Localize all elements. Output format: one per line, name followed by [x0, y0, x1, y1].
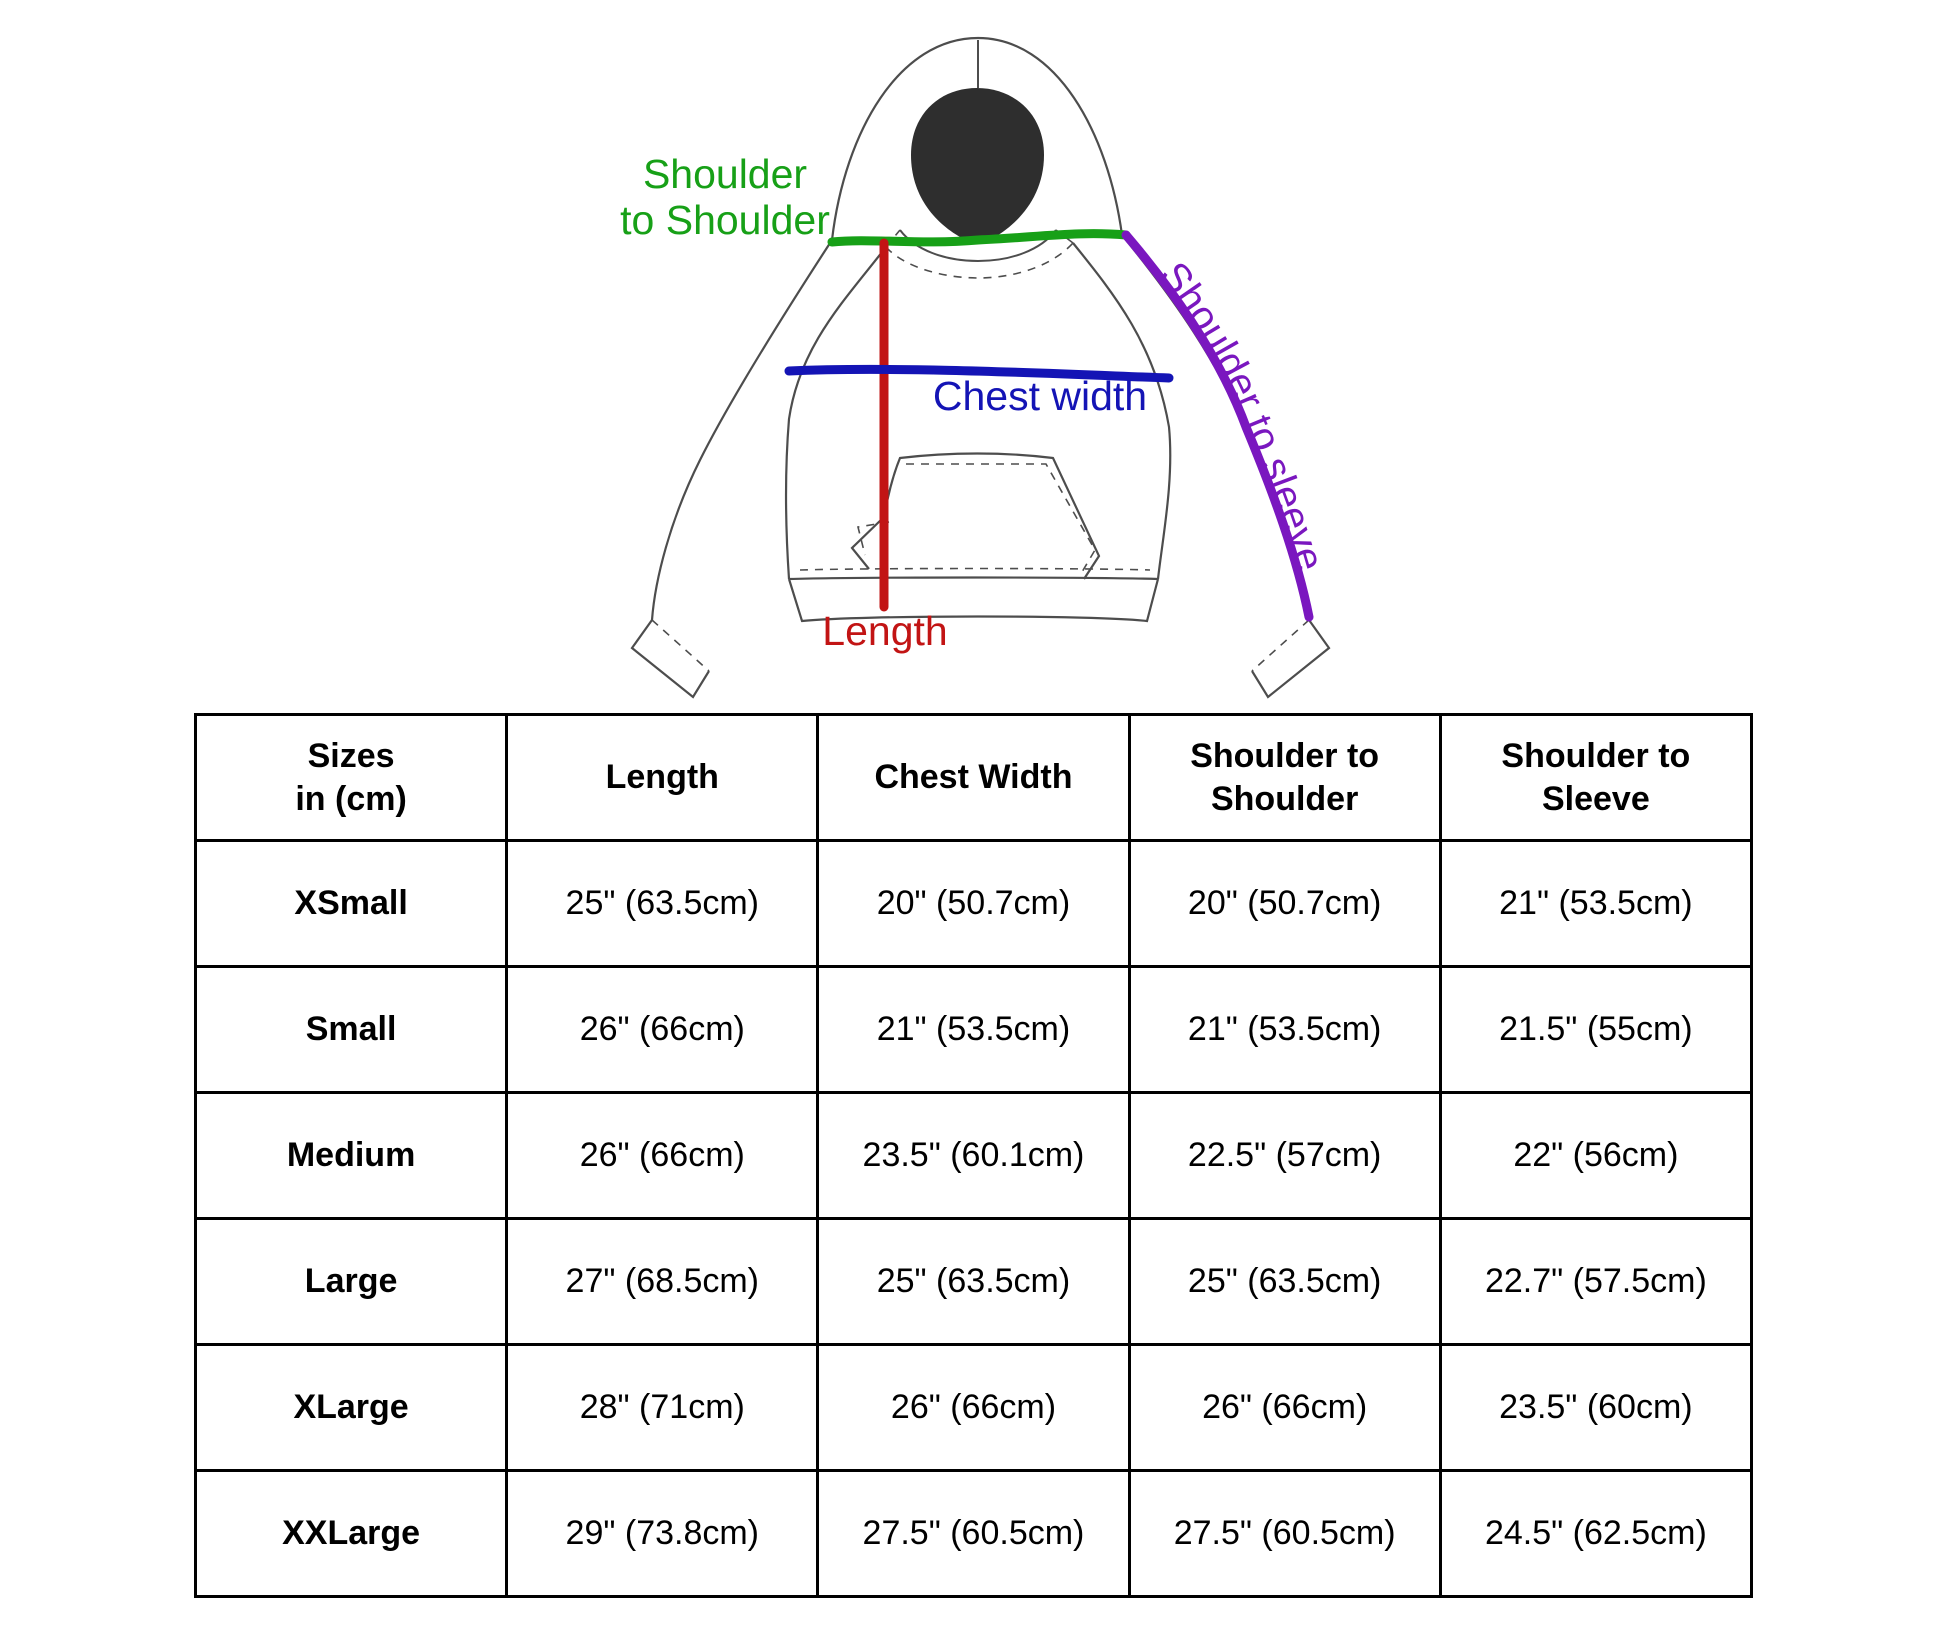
svg-text:Length: Length	[822, 608, 947, 654]
svg-text:to Shoulder: to Shoulder	[620, 197, 830, 243]
svg-text:Shoulder: Shoulder	[643, 151, 807, 197]
svg-text:Shoulder to sleeve: Shoulder to sleeve	[1151, 254, 1332, 576]
svg-text:Chest width: Chest width	[933, 373, 1147, 419]
